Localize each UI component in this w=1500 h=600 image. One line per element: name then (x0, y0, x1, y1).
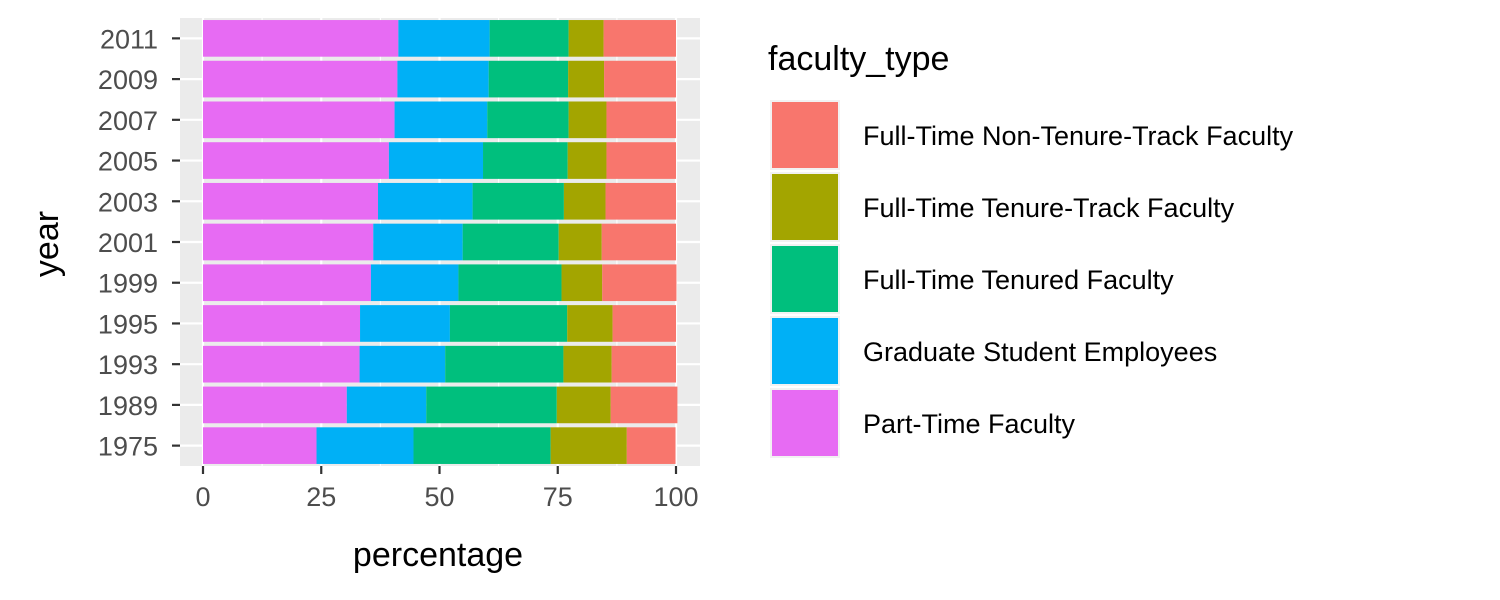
bar-segment (567, 142, 607, 179)
bar-segment (449, 305, 568, 342)
bar-segment (203, 182, 379, 220)
bar-segment (558, 223, 602, 261)
bar-segment (605, 182, 676, 220)
bar-segment (203, 264, 371, 302)
bar-segment (203, 20, 399, 57)
bar-segment (378, 182, 473, 220)
y-axis: 1975 1989 1993 1995 1999 2001 2003 2005 2007 2009… (98, 24, 180, 462)
bar-segment (472, 182, 564, 220)
x-tick-label: 75 (543, 482, 573, 512)
bar-segment (203, 427, 317, 464)
bar-segment (462, 223, 559, 261)
x-axis-title: percentage (353, 536, 523, 574)
bar-segment (602, 264, 677, 302)
bar-segment (203, 101, 395, 139)
y-tick-label: 1995 (98, 309, 158, 339)
y-tick-label: 1975 (98, 432, 158, 462)
legend-label: Full-Time Tenure-Track Faculty (863, 193, 1235, 223)
bar-segment (483, 142, 568, 179)
bar-segment (606, 142, 676, 179)
bar-segment (568, 60, 605, 98)
bar-segment (360, 305, 450, 342)
bar-segment (203, 305, 361, 342)
bar-segment (488, 60, 569, 98)
bar-segment (370, 264, 459, 302)
bar-segment (203, 345, 360, 383)
legend-label: Full-Time Non-Tenure-Track Faculty (863, 121, 1294, 151)
legend: Full-Time Non-Tenure-Track Faculty Full-T… (770, 100, 1294, 458)
y-axis-title: year (28, 211, 66, 277)
bar-segment (561, 264, 603, 302)
bar-segment (606, 101, 676, 139)
y-tick-label: 2011 (100, 24, 158, 54)
legend-swatch (772, 102, 838, 168)
bar-segment (373, 223, 463, 261)
y-tick-label: 2009 (98, 65, 158, 95)
y-tick-label: 1999 (98, 269, 158, 299)
bars (203, 20, 678, 464)
y-tick-label: 1989 (98, 391, 158, 421)
bar-segment (397, 60, 489, 98)
bar-segment (413, 427, 551, 464)
legend-swatch (772, 174, 838, 240)
bar-segment (346, 386, 427, 424)
legend-label: Full-Time Tenured Faculty (863, 265, 1174, 295)
bar-segment (568, 101, 607, 139)
y-tick-label: 2003 (98, 187, 158, 217)
y-tick-label: 2001 (98, 228, 158, 258)
bar-segment (458, 264, 562, 302)
legend-label: Graduate Student Employees (863, 337, 1217, 367)
bar-segment (626, 427, 676, 464)
bar-segment (203, 223, 374, 261)
x-tick-label: 100 (653, 482, 698, 512)
legend-title: faculty_type (768, 40, 949, 78)
bar-segment (487, 101, 569, 139)
y-tick-label: 2005 (98, 147, 158, 177)
x-tick-label: 0 (195, 482, 210, 512)
bar-segment (611, 345, 676, 383)
bar-segment (556, 386, 611, 424)
bar-segment (203, 142, 389, 179)
legend-label: Part-Time Faculty (863, 409, 1076, 439)
y-tick-label: 1993 (98, 350, 158, 380)
bar-segment (394, 101, 488, 139)
bar-segment (612, 305, 676, 342)
bar-segment (567, 305, 613, 342)
bar-segment (563, 345, 612, 383)
bar-segment (550, 427, 627, 464)
x-axis: 0 25 50 75 100 (195, 466, 699, 512)
legend-swatch (772, 246, 838, 312)
y-tick-label: 2007 (98, 106, 158, 136)
bar-segment (568, 20, 604, 57)
bar-segment (445, 345, 564, 383)
bar-segment (489, 20, 569, 57)
bar-segment (610, 386, 678, 424)
x-tick-label: 50 (424, 482, 454, 512)
x-tick-label: 25 (306, 482, 336, 512)
bar-segment (601, 223, 676, 261)
bar-segment (426, 386, 557, 424)
legend-swatch (772, 318, 838, 384)
bar-segment (359, 345, 446, 383)
legend-swatch (772, 390, 838, 456)
bar-segment (316, 427, 414, 464)
bar-segment (604, 60, 676, 98)
bar-segment (203, 60, 398, 98)
bar-segment (398, 20, 490, 57)
bar-segment (563, 182, 606, 220)
bar-segment (388, 142, 484, 179)
bar-segment (203, 386, 347, 424)
bar-segment (603, 20, 676, 57)
